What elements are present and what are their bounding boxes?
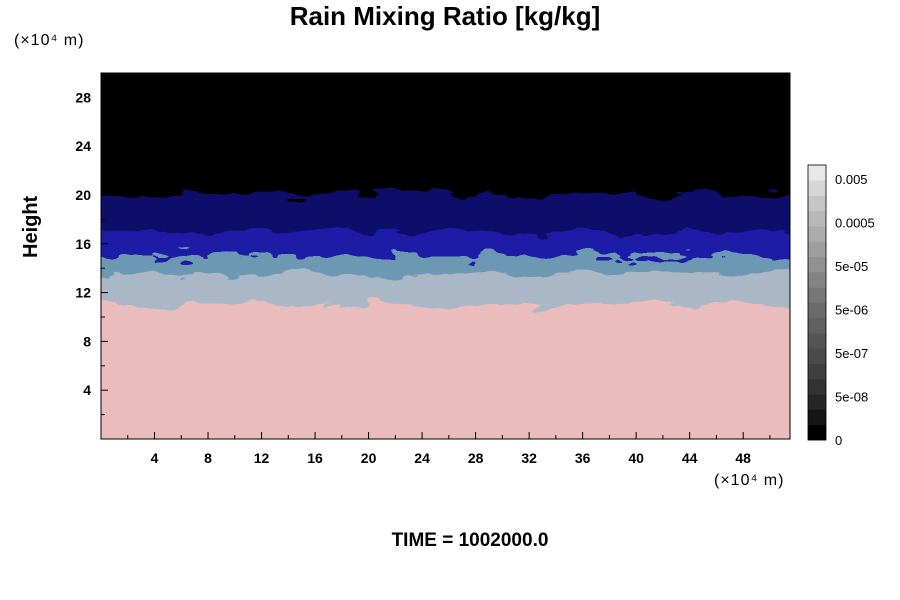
turbulent-layers xyxy=(101,73,790,439)
colorbar-segment xyxy=(808,256,826,273)
x-tick-label: 16 xyxy=(307,450,323,466)
x-tick-label: 24 xyxy=(414,450,430,466)
x-tick-label: 48 xyxy=(735,450,751,466)
x-tick-label: 32 xyxy=(521,450,537,466)
x-tick-label: 36 xyxy=(575,450,591,466)
colorbar-segment xyxy=(808,394,826,410)
y-tick-label: 24 xyxy=(75,138,91,154)
colorbar-segment xyxy=(808,333,826,349)
x-unit-label: (×10⁴ m) xyxy=(714,472,785,489)
colorbar-segment xyxy=(808,409,826,426)
x-tick-label: 12 xyxy=(254,450,270,466)
colorbar-segment xyxy=(808,348,826,364)
colorbar-segment xyxy=(808,210,826,227)
x-tick-label: 8 xyxy=(204,450,212,466)
y-unit-label: (×10⁴ m) xyxy=(14,32,85,49)
colorbar-segment xyxy=(808,180,826,196)
y-tick-label: 4 xyxy=(83,382,91,398)
x-tick-label: 40 xyxy=(628,450,644,466)
y-tick-label: 16 xyxy=(75,236,91,252)
time-label: TIME = 1002000.0 xyxy=(391,530,549,551)
colorbar-label: 0.0005 xyxy=(835,216,875,231)
colorbar-segment xyxy=(808,287,826,303)
y-tick-label: 28 xyxy=(75,89,91,105)
x-tick-label: 4 xyxy=(151,450,159,466)
x-tick-label: 20 xyxy=(361,450,377,466)
x-tick-label: 28 xyxy=(468,450,484,466)
chart-title: Rain Mixing Ratio [kg/kg] xyxy=(289,1,601,31)
x-tick-label: 44 xyxy=(682,450,698,466)
colorbar-segment xyxy=(808,226,826,242)
colorbar-segment xyxy=(808,195,826,212)
layer-pink xyxy=(101,304,790,439)
colorbar-label: 5e-08 xyxy=(835,390,868,405)
y-tick-label: 12 xyxy=(75,285,91,301)
colorbar: 0 5e-08 5e-07 5e-06 5e-05 0.0005 0.005 xyxy=(807,164,875,448)
colorbar-label: 5e-07 xyxy=(835,346,868,361)
colorbar-segment xyxy=(808,424,826,441)
y-tick-label: 20 xyxy=(75,187,91,203)
rain-field xyxy=(101,73,790,439)
colorbar-segment xyxy=(808,271,826,288)
colorbar-label: 5e-05 xyxy=(835,259,868,274)
y-tick-label: 8 xyxy=(83,333,91,349)
plot-frame xyxy=(100,72,791,440)
colorbar-label: 0.005 xyxy=(835,172,868,187)
colorbar-segment xyxy=(808,378,826,395)
colorbar-label: 0 xyxy=(835,433,842,448)
colorbar-segment xyxy=(808,165,826,181)
colorbar-label: 5e-06 xyxy=(835,303,868,318)
colorbar-segment xyxy=(808,363,826,380)
colorbar-segment xyxy=(808,302,826,319)
colorbar-segment xyxy=(808,241,826,257)
colorbar-segment xyxy=(808,317,826,334)
colorbar-frame xyxy=(807,164,827,441)
